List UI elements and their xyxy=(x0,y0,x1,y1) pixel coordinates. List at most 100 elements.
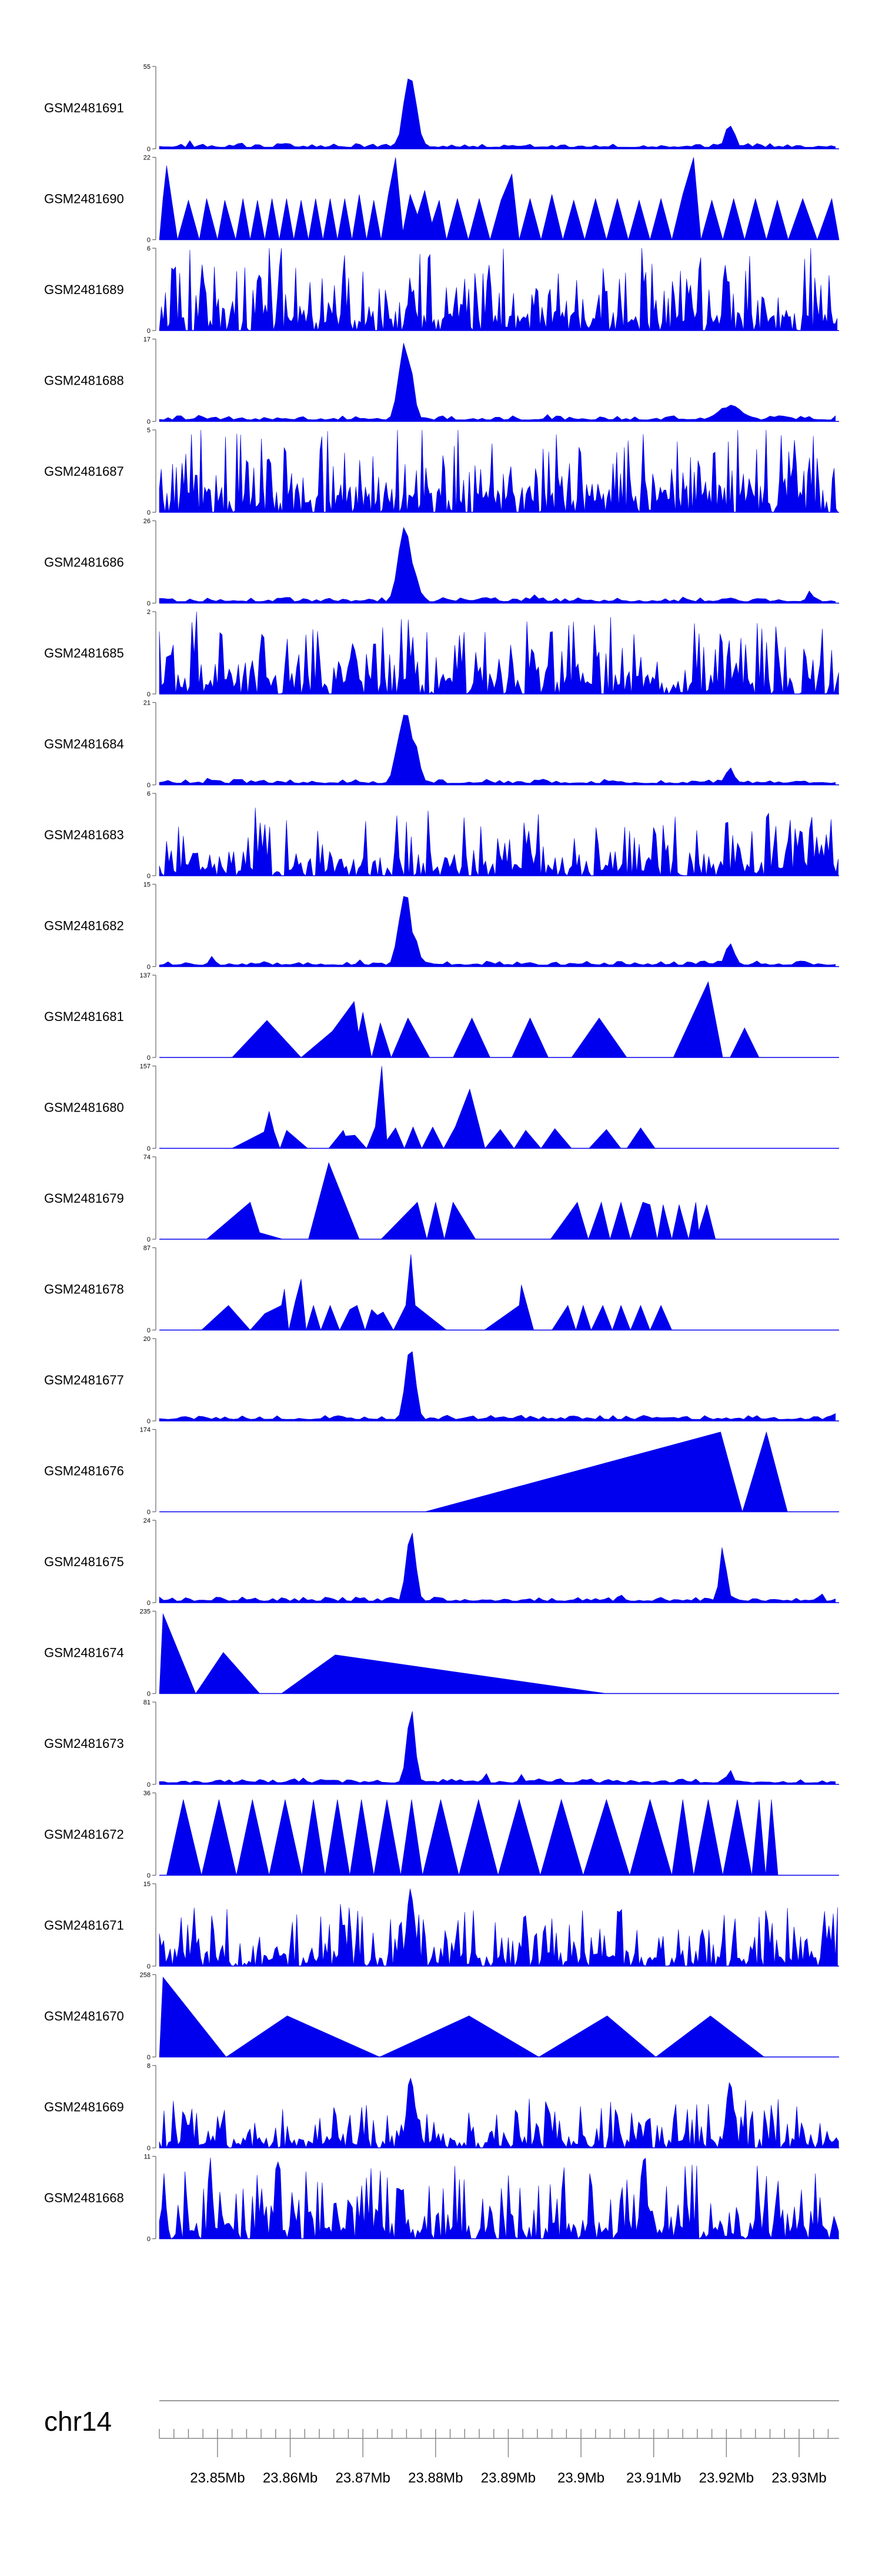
y-max-label: 26 xyxy=(143,518,151,525)
coverage-area xyxy=(166,1798,779,1876)
y-max-label: 6 xyxy=(147,245,151,252)
track-GSM2481677: GSM2481677 20 0 xyxy=(44,1336,839,1425)
coverage-area xyxy=(159,896,836,967)
track-label: GSM2481685 xyxy=(44,646,124,660)
track-GSM2481686: GSM2481686 26 0 xyxy=(44,518,839,608)
y-min-label: 0 xyxy=(147,1600,151,1607)
coverage-area xyxy=(159,1711,836,1785)
tick-label: 23.91Mb xyxy=(626,2470,681,2486)
track-label: GSM2481675 xyxy=(44,1554,124,1569)
track-GSM2481672: GSM2481672 36 0 xyxy=(44,1790,839,1880)
y-min-label: 0 xyxy=(147,1509,151,1516)
track-GSM2481675: GSM2481675 24 0 xyxy=(44,1517,839,1607)
y-max-label: 55 xyxy=(143,64,151,71)
y-min-label: 0 xyxy=(147,1691,151,1698)
genome-axis: chr14 23.85Mb 23.86Mb 23.87Mb 23.88Mb 23.89M… xyxy=(44,2400,839,2486)
y-min-label: 0 xyxy=(147,1236,151,1243)
track-label: GSM2481679 xyxy=(44,1191,124,1206)
tick-label: 23.92Mb xyxy=(699,2470,754,2486)
coverage-area xyxy=(159,611,839,695)
y-max-label: 258 xyxy=(140,1972,151,1979)
coverage-area xyxy=(201,1254,673,1331)
track-label: GSM2481673 xyxy=(44,1736,124,1751)
tick-label: 23.87Mb xyxy=(335,2470,390,2486)
track-label: GSM2481682 xyxy=(44,919,124,933)
y-max-label: 22 xyxy=(143,155,151,162)
coverage-area xyxy=(159,78,836,149)
y-min-label: 0 xyxy=(147,964,151,971)
y-max-label: 2 xyxy=(147,609,151,616)
track-GSM2481674: GSM2481674 235 0 xyxy=(44,1609,839,1698)
y-max-label: 11 xyxy=(144,2154,151,2161)
track-GSM2481676: GSM2481676 174 0 xyxy=(44,1427,839,1516)
y-max-label: 8 xyxy=(147,2063,151,2070)
y-min-label: 0 xyxy=(147,873,151,880)
tracks-layer: GSM2481691550GSM2481690220GSM248168960GS… xyxy=(44,64,840,2243)
y-max-label: 81 xyxy=(143,1699,151,1706)
track-label: GSM2481684 xyxy=(44,737,124,752)
tick-label: 23.89Mb xyxy=(481,2470,536,2486)
track-label: GSM2481680 xyxy=(44,1100,124,1115)
track-GSM2481671: GSM2481671 15 0 xyxy=(44,1881,839,1970)
track-label: GSM2481676 xyxy=(44,1464,124,1479)
tick-label: 23.85Mb xyxy=(190,2470,245,2486)
track-label: GSM2481671 xyxy=(44,1918,124,1933)
track-GSM2481682: GSM2481682 15 0 xyxy=(44,882,839,971)
y-max-label: 87 xyxy=(143,1245,151,1252)
track-label: GSM2481674 xyxy=(44,1646,124,1660)
y-max-label: 157 xyxy=(140,1063,151,1070)
coverage-area xyxy=(159,2077,839,2149)
track-GSM2481679: GSM2481679 74 0 xyxy=(44,1154,839,1243)
track-GSM2481688: GSM2481688 17 0 xyxy=(44,336,839,426)
y-max-label: 15 xyxy=(143,882,151,889)
track-GSM2481678: GSM2481678 87 0 xyxy=(44,1245,839,1334)
track-label: GSM2481687 xyxy=(44,464,124,479)
track-GSM2481681: GSM2481681 137 0 xyxy=(44,972,839,1062)
track-GSM2481687: GSM2481687 5 0 xyxy=(44,427,839,516)
y-min-label: 0 xyxy=(147,237,151,244)
track-label: GSM2481668 xyxy=(44,2191,124,2205)
track-GSM2481691: GSM2481691 55 0 xyxy=(44,64,839,153)
track-label: GSM2481689 xyxy=(44,282,124,297)
tick-label: 23.93Mb xyxy=(771,2470,826,2486)
y-min-label: 0 xyxy=(147,419,151,426)
y-min-label: 0 xyxy=(147,691,151,698)
y-min-label: 0 xyxy=(147,782,151,789)
coverage-area xyxy=(159,2157,839,2240)
coverage-area xyxy=(206,1162,716,1240)
coverage-area xyxy=(425,1431,788,1513)
coverage-area xyxy=(159,429,838,513)
y-min-label: 0 xyxy=(147,1327,151,1334)
y-min-label: 0 xyxy=(147,2145,151,2152)
y-max-label: 21 xyxy=(143,700,151,707)
coverage-area xyxy=(159,157,840,241)
track-GSM2481673: GSM2481673 81 0 xyxy=(44,1699,839,1788)
y-max-label: 36 xyxy=(143,1790,151,1797)
track-label: GSM2481672 xyxy=(44,1827,124,1842)
track-label: GSM2481688 xyxy=(44,373,124,388)
track-label: GSM2481677 xyxy=(44,1373,124,1387)
y-min-label: 0 xyxy=(147,600,151,608)
coverage-area xyxy=(159,526,836,603)
track-GSM2481683: GSM2481683 6 0 xyxy=(44,790,839,880)
coverage-area xyxy=(159,343,836,422)
y-max-label: 6 xyxy=(147,790,151,798)
coverage-area xyxy=(159,1613,607,1694)
y-min-label: 0 xyxy=(147,1146,151,1153)
track-label: GSM2481690 xyxy=(44,192,124,206)
track-GSM2481685: GSM2481685 2 0 xyxy=(44,609,839,698)
track-label: GSM2481683 xyxy=(44,827,124,842)
y-min-label: 0 xyxy=(147,509,151,516)
coverage-area xyxy=(159,1888,838,1967)
coverage-area xyxy=(231,981,760,1058)
y-min-label: 0 xyxy=(147,2054,151,2061)
y-min-label: 0 xyxy=(147,1873,151,1880)
y-max-label: 137 xyxy=(140,972,151,979)
track-label: GSM2481670 xyxy=(44,2009,124,2024)
y-max-label: 20 xyxy=(143,1336,151,1343)
y-min-label: 0 xyxy=(147,1781,151,1788)
track-GSM2481680: GSM2481680 157 0 xyxy=(44,1063,839,1153)
track-label: GSM2481678 xyxy=(44,1282,124,1297)
coverage-area xyxy=(159,1351,836,1422)
